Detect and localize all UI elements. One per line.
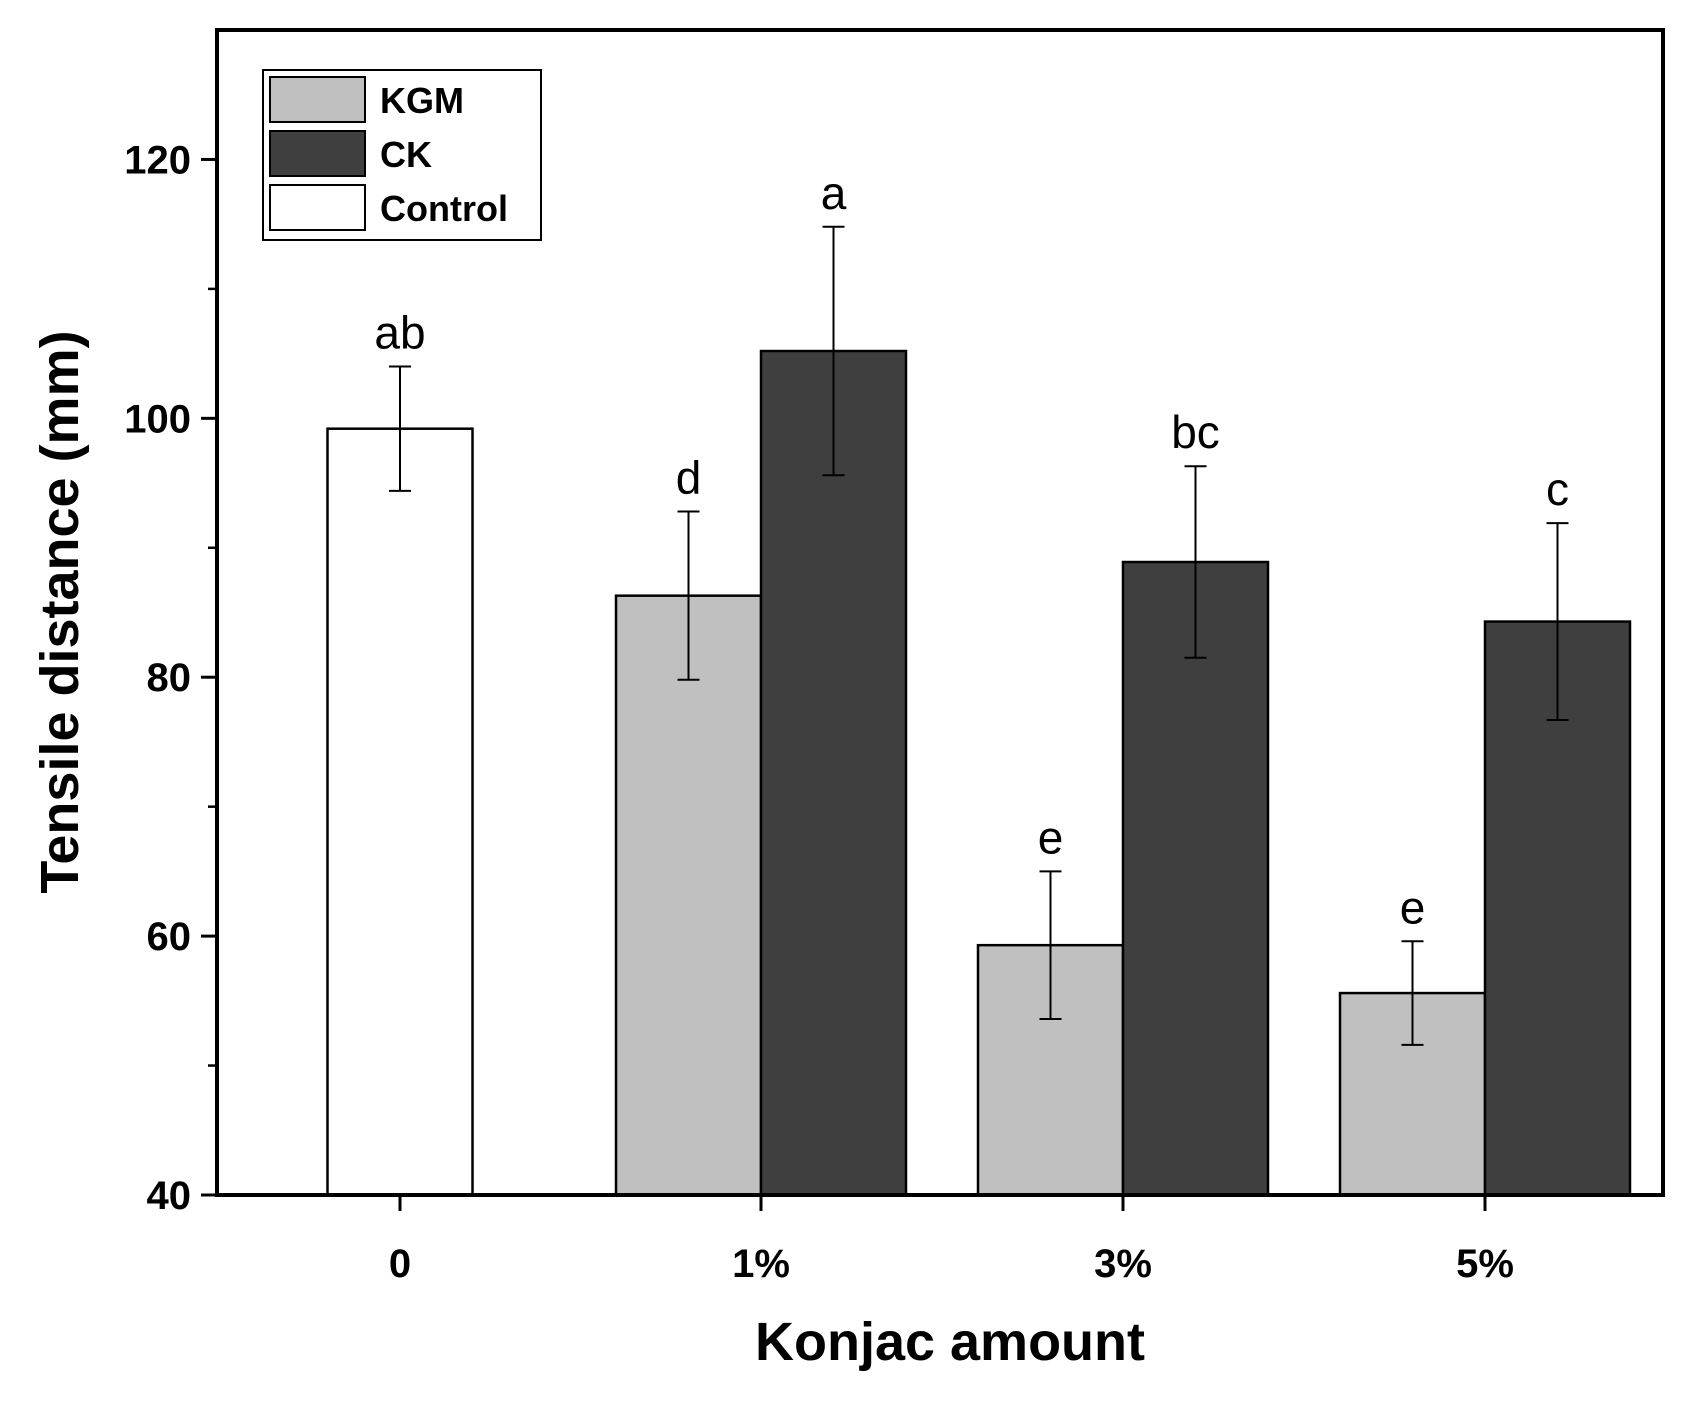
x-axis-title: Konjac amount: [755, 1312, 1145, 1372]
significance-label: a: [821, 167, 847, 219]
significance-label: bc: [1171, 406, 1220, 458]
x-tick-label: 5%: [1456, 1242, 1514, 1286]
bar-control-0: [326, 427, 474, 1197]
legend-label-ck: CK: [380, 134, 432, 175]
y-tick-label: 80: [147, 656, 192, 700]
y-tick-label: 60: [147, 915, 192, 959]
significance-labels-layer: ab d a e bc e c: [374, 167, 1569, 934]
x-tick-label: 3%: [1094, 1242, 1152, 1286]
significance-label: e: [1038, 811, 1064, 863]
significance-label: d: [676, 452, 702, 504]
y-tick-label: 40: [147, 1174, 192, 1218]
bar-kgm-1: [614, 594, 763, 1197]
legend-label-control: Control: [380, 188, 508, 229]
x-tick-label: 1%: [732, 1242, 790, 1286]
x-tick-label: 0: [389, 1242, 411, 1286]
y-axis-title: Tensile distance (mm): [30, 330, 90, 893]
y-tick-label: 120: [124, 138, 191, 182]
y-tick-label: 100: [124, 397, 191, 441]
bar-ck-1: [759, 349, 908, 1197]
legend: KGM CK Control: [262, 69, 542, 241]
significance-label: e: [1400, 881, 1426, 933]
legend-label-kgm: KGM: [380, 80, 464, 121]
significance-label: c: [1546, 463, 1569, 515]
error-bars-layer: [389, 225, 1569, 1046]
legend-swatch-control: [269, 184, 366, 231]
significance-label: ab: [374, 307, 425, 359]
bar-ck-2: [1121, 560, 1270, 1197]
axes-layer: 40 60 80 100 120 0 1% 3% 5%: [124, 138, 1514, 1286]
bars-layer: [326, 349, 1632, 1197]
legend-swatch-ck: [269, 130, 366, 177]
legend-swatch-kgm: [269, 76, 366, 123]
plot-frame: [215, 28, 1665, 1197]
